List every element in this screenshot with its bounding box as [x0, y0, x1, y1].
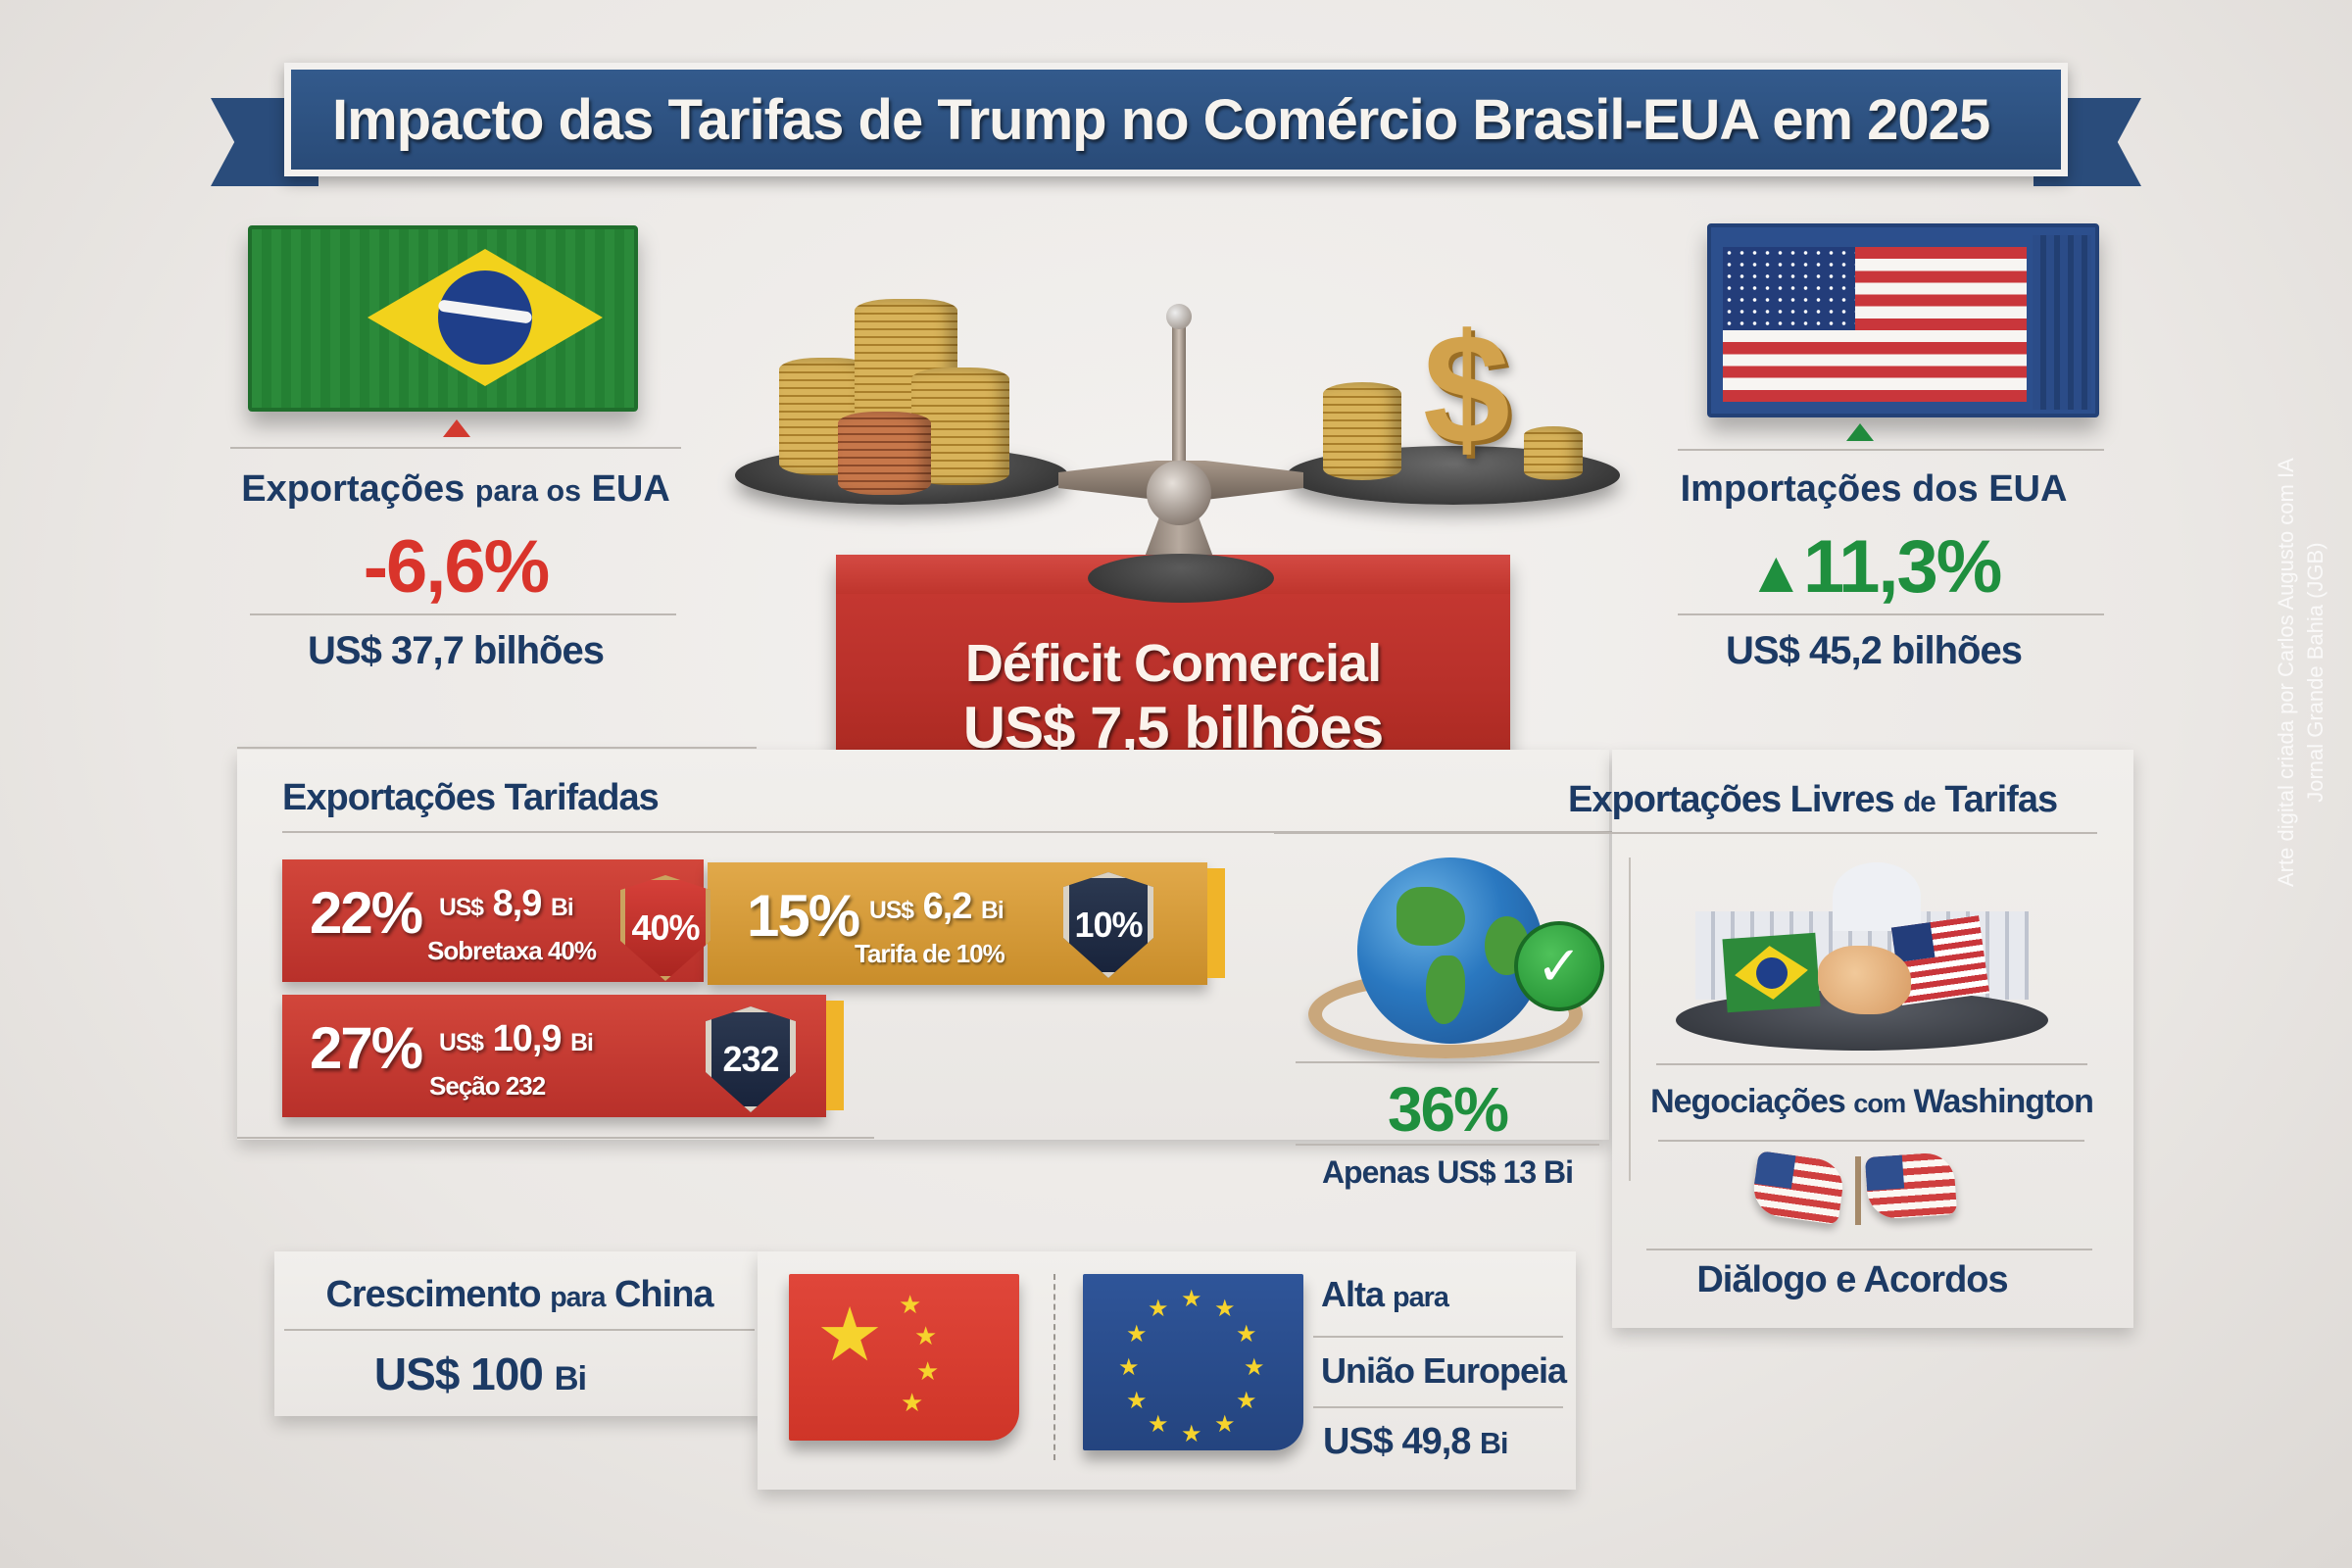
tariff-subtitle: Sobretaxa 40%	[427, 936, 597, 965]
tariff-pct: 22%	[310, 880, 423, 946]
usa-flag-stars	[1723, 247, 1855, 330]
tariff-pct: 27%	[310, 1015, 423, 1081]
globe-icon	[1357, 858, 1544, 1044]
bar-accent	[826, 1001, 844, 1110]
watermark-line1: Arte digital criada por Carlos Augusto c…	[2274, 458, 2298, 887]
watermark-credit: Arte digital criada por Carlos Augusto c…	[2272, 458, 2330, 887]
divider	[237, 747, 757, 749]
divider	[230, 447, 681, 449]
china-label: Crescimento para China	[325, 1274, 713, 1315]
exports-value: US$ 37,7 bilhões	[308, 629, 605, 672]
tariff-subtitle: Seção 232	[429, 1071, 546, 1101]
scale-knob	[1166, 304, 1192, 329]
dashed-divider	[1054, 1274, 1055, 1460]
negotiations-label: Negociações com Washington	[1650, 1083, 2094, 1120]
checkmark-icon: ✓	[1514, 921, 1604, 1011]
dollar-sign-icon: $	[1423, 301, 1510, 476]
tariff-amount: US$ 8,9 Bi	[439, 883, 574, 924]
title-banner: Impacto das Tarifas de Trump no Comércio…	[284, 63, 2068, 176]
container-side	[2033, 235, 2091, 410]
china-flag-icon: ★ ★ ★ ★ ★	[789, 1274, 1019, 1441]
bar-accent	[1207, 868, 1225, 978]
divider	[1274, 832, 2097, 834]
tariff-free-value: Apenas US$ 13 Bi	[1321, 1154, 1574, 1190]
dialogue-label: Diălogo e Acordos	[1696, 1259, 2008, 1300]
watermark-line2: Jornal Grande Bahia (JGB)	[2303, 542, 2328, 803]
divider	[1678, 613, 2104, 615]
tariff-free-title: Exportações Livres de Tarifas	[1568, 779, 2058, 820]
divider	[1658, 1140, 2084, 1142]
coin-stack-copper-icon	[838, 412, 931, 495]
brazil-flag-icon	[1722, 932, 1821, 1013]
usa-container-icon	[1707, 223, 2099, 417]
tariff-amount: US$ 6,2 Bi	[869, 886, 1004, 927]
tariff-bar-sobretaxa: 22% US$ 8,9 Bi Sobretaxa 40%	[282, 859, 704, 982]
scale-pivot	[1147, 461, 1211, 525]
divider	[1296, 1061, 1599, 1063]
divider	[237, 1137, 874, 1139]
divider	[282, 831, 1615, 833]
imports-label: Importações dos EUA	[1680, 468, 2068, 510]
divider	[1646, 1249, 2092, 1250]
divider	[1678, 449, 2104, 451]
deficit-value: US$ 7,5 bilhões	[962, 695, 1384, 760]
vertical-divider	[1629, 858, 1631, 1181]
coin-stack-icon	[1524, 426, 1583, 480]
eu-label-line2: União Europeia	[1321, 1350, 1567, 1391]
tariffed-title: Exportações Tarifadas	[282, 777, 660, 818]
eu-label-line1: Alta para	[1321, 1274, 1449, 1314]
coin-stack-icon	[1323, 382, 1401, 480]
brazil-container-icon	[248, 225, 638, 412]
china-panel	[274, 1251, 764, 1416]
divider	[1656, 1063, 2087, 1065]
triangle-green-icon	[1846, 423, 1874, 441]
triangle-red-icon	[443, 419, 470, 437]
exports-label: Exportações para os EUA	[241, 468, 670, 510]
eu-flag-icon: ★ ★ ★ ★ ★ ★ ★ ★ ★ ★ ★ ★	[1083, 1274, 1303, 1450]
eu-value: US$ 49,8 Bi	[1323, 1421, 1508, 1462]
tariff-pct: 15%	[747, 883, 860, 949]
scale-base	[1088, 554, 1274, 603]
divider	[1296, 1144, 1599, 1146]
divider	[250, 613, 676, 615]
usa-flag-wave-icon	[1864, 1151, 1958, 1221]
divider	[1313, 1336, 1563, 1338]
deficit-title: Déficit Comercial	[964, 634, 1382, 693]
handshake-icon	[1818, 946, 1911, 1014]
imports-change: ▲11,3%	[1746, 525, 2003, 609]
exports-change: -6,6%	[363, 525, 551, 609]
divider	[284, 1329, 755, 1331]
tariff-amount: US$ 10,9 Bi	[439, 1018, 594, 1059]
page-title: Impacto das Tarifas de Trump no Comércio…	[332, 87, 1990, 152]
flag-pole	[1855, 1156, 1861, 1225]
divider	[1313, 1406, 1563, 1408]
china-value: US$ 100 Bi	[373, 1348, 587, 1399]
tariff-subtitle: Tarifa de 10%	[855, 939, 1005, 968]
imports-value: US$ 45,2 bilhões	[1726, 629, 2023, 672]
tariff-free-pct: 36%	[1387, 1074, 1509, 1145]
arrow-up-icon: ▲	[1746, 539, 1805, 605]
